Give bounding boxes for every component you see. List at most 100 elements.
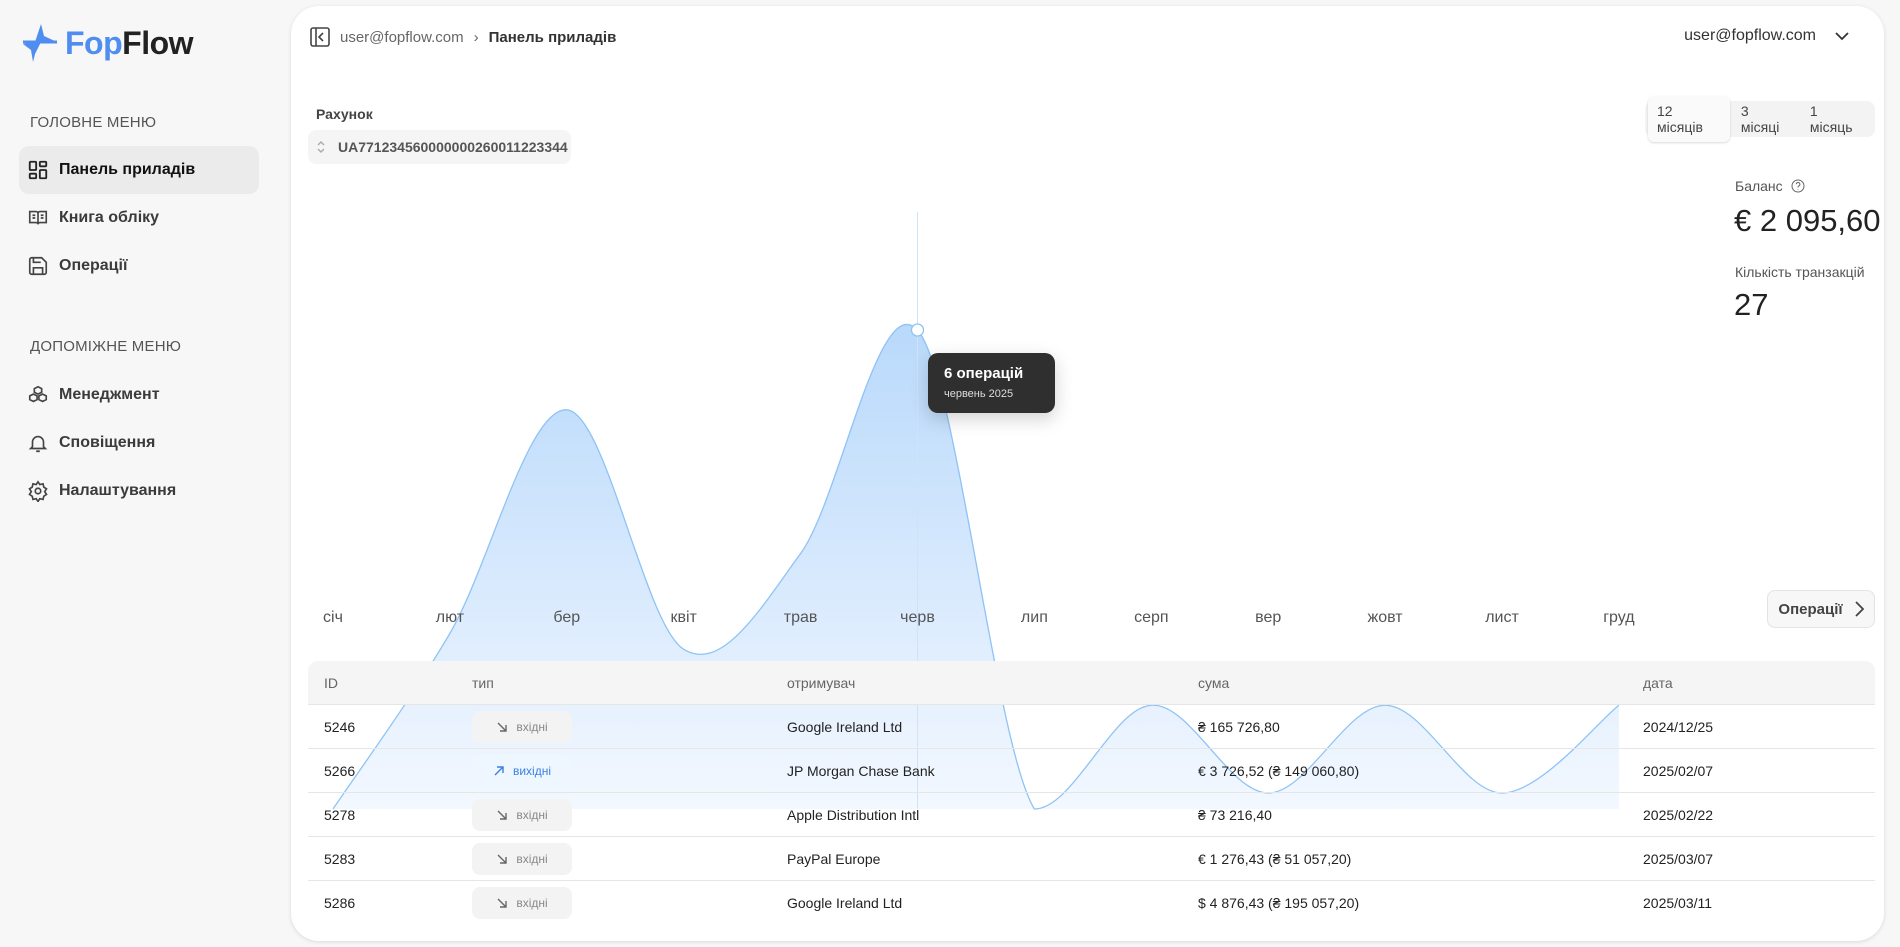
row-date: 2025/02/22: [1643, 806, 1714, 823]
operations-button[interactable]: Операції: [1767, 590, 1875, 628]
sidebar-item-settings[interactable]: Налаштування: [19, 467, 259, 515]
chart-tooltip: 6 операцій червень 2025: [928, 353, 1055, 413]
type-label: вхідні: [516, 851, 548, 866]
sidebar-item-management[interactable]: Менеджмент: [19, 371, 259, 419]
period-12-months[interactable]: 12 місяців: [1648, 96, 1730, 142]
account-label: Рахунок: [316, 106, 373, 122]
type-badge: вихідні: [472, 754, 572, 787]
table-header: ID тип отримувач сума дата: [308, 661, 1875, 705]
period-selector: 12 місяців 3 місяці 1 місяць: [1645, 96, 1875, 142]
x-tick-label: серп: [1134, 609, 1169, 626]
bell-icon: [28, 435, 48, 453]
arrow-down-right-icon: [497, 722, 508, 732]
save-icon: [28, 256, 48, 276]
logo[interactable]: FopFlow: [21, 22, 194, 64]
col-id[interactable]: ID: [324, 674, 338, 691]
type-label: вхідні: [516, 807, 548, 822]
row-id: 5286: [324, 895, 356, 911]
period-3-months[interactable]: 3 місяці: [1740, 103, 1780, 135]
row-id: 5246: [324, 718, 356, 735]
x-tick-label: бер: [553, 609, 581, 626]
x-tick-label: лип: [1020, 609, 1048, 626]
type-badge: вхідні: [472, 710, 572, 743]
row-amount: € 1 276,43 (₴ 51 057,20): [1198, 850, 1352, 867]
table-row[interactable]: 5246 вхідні Google Ireland Ltd ₴ 165 726…: [308, 705, 1875, 749]
type-badge: вхідні: [472, 798, 572, 831]
dashboard-grid-icon: [28, 160, 48, 180]
x-tick-label: трав: [783, 609, 818, 626]
sidebar-item-label: Операції: [59, 257, 128, 274]
sidebar-item-dashboard[interactable]: Панель приладів: [19, 146, 259, 194]
row-id: 5266: [324, 762, 356, 779]
tx-count-value: 27: [1734, 287, 1769, 322]
tx-count-label: Кількість транзакцій: [1735, 264, 1865, 280]
table-row[interactable]: 5283 вхідні PayPal Europe € 1 276,43 (₴ …: [308, 837, 1875, 881]
type-label: вхідні: [516, 896, 548, 910]
chevron-updown-icon: [317, 141, 325, 153]
period-1-month[interactable]: 1 місяць: [1809, 103, 1853, 135]
chevron-right-icon: ›: [473, 28, 479, 46]
sidebar-item-label: Сповіщення: [59, 434, 156, 451]
tooltip-title: 6 операцій: [944, 365, 1024, 382]
breadcrumb-current: Панель приладів: [488, 28, 617, 46]
balance-label: Баланс: [1735, 178, 1783, 194]
chevron-right-icon: [1854, 601, 1864, 617]
breadcrumb: user@fopflow.com › Панель приладів: [310, 27, 616, 47]
table-row[interactable]: 5266 вихідні JP Morgan Chase Bank € 3 72…: [308, 749, 1875, 793]
book-icon: [28, 210, 48, 225]
row-date: 2025/03/11: [1643, 895, 1713, 911]
sidebar-item-notifications[interactable]: Сповіщення: [19, 419, 259, 467]
sidebar-item-operations[interactable]: Операції: [19, 242, 259, 290]
chevron-down-icon: [1835, 32, 1849, 41]
user-email: user@fopflow.com: [1684, 27, 1816, 44]
sidebar-item-ledger[interactable]: Книга обліку: [19, 194, 259, 242]
main-menu-title: ГОЛОВНЕ МЕНЮ: [30, 114, 157, 131]
row-id: 5283: [324, 850, 356, 867]
breadcrumb-root[interactable]: user@fopflow.com: [340, 28, 464, 46]
arrow-down-right-icon: [497, 898, 508, 908]
x-tick-label: черв: [900, 609, 935, 626]
x-tick-label: жовт: [1367, 609, 1403, 626]
type-badge: вхідні: [472, 842, 572, 875]
x-tick-label: груд: [1603, 609, 1635, 626]
row-amount: ₴ 165 726,80: [1198, 718, 1280, 735]
col-payee[interactable]: отримувач: [787, 674, 856, 691]
x-tick-label: лют: [435, 609, 465, 626]
sidebar-toggle-icon[interactable]: [310, 27, 330, 47]
row-amount: $ 4 876,43 (₴ 195 057,20): [1198, 895, 1360, 911]
row-payee: Google Ireland Ltd: [787, 718, 903, 735]
logo-star-icon: [23, 24, 57, 62]
x-tick-label: вер: [1255, 609, 1282, 626]
account-select[interactable]: UA771234560000000260011223344: [308, 130, 571, 164]
type-label: вхідні: [516, 719, 548, 734]
arrow-down-right-icon: [497, 854, 508, 864]
row-amount: ₴ 73 216,40: [1198, 806, 1272, 823]
arrow-down-right-icon: [497, 810, 508, 820]
row-payee: Google Ireland Ltd: [787, 895, 903, 911]
col-type[interactable]: тип: [472, 674, 494, 691]
type-label: вихідні: [512, 763, 552, 778]
account-value: UA771234560000000260011223344: [338, 139, 568, 155]
user-menu[interactable]: user@fopflow.com: [1684, 27, 1850, 45]
sidebar-item-label: Менеджмент: [59, 386, 160, 403]
col-amount[interactable]: сума: [1198, 674, 1230, 691]
x-tick-label: лист: [1485, 609, 1519, 626]
chart-active-point[interactable]: [910, 323, 925, 337]
help-icon[interactable]: [1791, 179, 1805, 193]
sidebar-item-label: Налаштування: [59, 482, 177, 499]
row-date: 2025/02/07: [1643, 762, 1714, 779]
table-row[interactable]: 5286 вхідні Google Ireland Ltd $ 4 876,4…: [308, 881, 1875, 925]
x-tick-label: січ: [323, 609, 343, 626]
aux-menu-title: ДОПОМІЖНЕ МЕНЮ: [30, 338, 182, 355]
row-amount: € 3 726,52 (₴ 149 060,80): [1198, 762, 1360, 779]
logo-text: FopFlow: [65, 24, 194, 61]
balance-value: € 2 095,60: [1734, 203, 1881, 238]
col-date[interactable]: дата: [1643, 674, 1673, 691]
boxes-icon: [28, 385, 48, 403]
operations-button-label: Операції: [1778, 600, 1843, 618]
sidebar-item-label: Книга обліку: [59, 209, 160, 226]
row-payee: Apple Distribution Intl: [787, 806, 920, 823]
balance-label-group: Баланс: [1735, 178, 1805, 194]
row-date: 2025/03/07: [1643, 850, 1714, 867]
table-row[interactable]: 5278 вхідні Apple Distribution Intl ₴ 73…: [308, 793, 1875, 837]
